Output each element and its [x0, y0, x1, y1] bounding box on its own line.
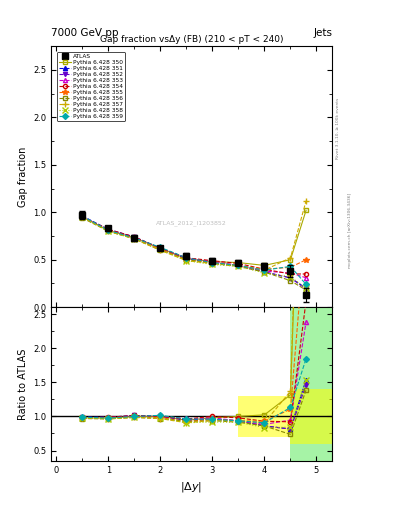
- Text: Jets: Jets: [313, 28, 332, 38]
- Text: ATLAS_2012_I1203852: ATLAS_2012_I1203852: [156, 221, 227, 226]
- X-axis label: $|\Delta y|$: $|\Delta y|$: [180, 480, 203, 494]
- Y-axis label: Ratio to ATLAS: Ratio to ATLAS: [18, 348, 28, 420]
- Legend: ATLAS, Pythia 6.428 350, Pythia 6.428 351, Pythia 6.428 352, Pythia 6.428 353, P: ATLAS, Pythia 6.428 350, Pythia 6.428 35…: [57, 52, 125, 121]
- Title: Gap fraction vsΔy (FB) (210 < pT < 240): Gap fraction vsΔy (FB) (210 < pT < 240): [100, 35, 283, 44]
- Text: 7000 GeV pp: 7000 GeV pp: [51, 28, 119, 38]
- Text: mcplots.cern.ch [arXiv:1306.3436]: mcplots.cern.ch [arXiv:1306.3436]: [348, 193, 352, 268]
- Y-axis label: Gap fraction: Gap fraction: [18, 146, 28, 207]
- Bar: [239, 396, 290, 437]
- Text: Rivet 3.1.10, ≥ 100k events: Rivet 3.1.10, ≥ 100k events: [336, 97, 340, 159]
- Bar: [290, 389, 332, 444]
- Bar: [290, 307, 332, 461]
